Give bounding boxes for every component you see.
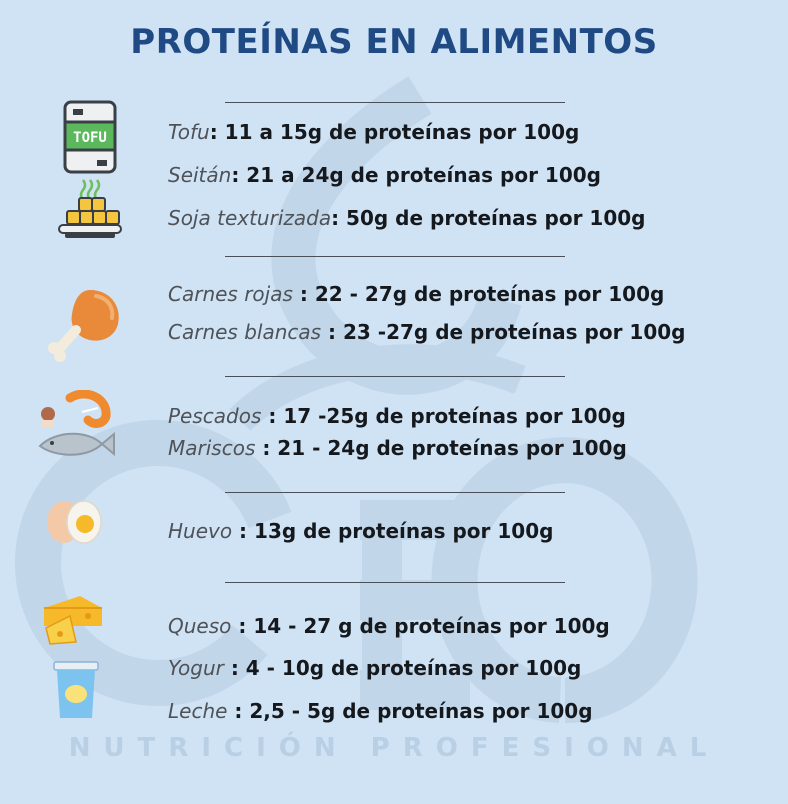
seafood-fish-icon xyxy=(36,389,116,470)
protein-row-soja-texturizada: Soja texturizada: 50g de proteínas por 1… xyxy=(168,206,646,230)
food-name: Seitán xyxy=(168,163,232,187)
protein-value: 2,5 - 5g de proteínas por 100g xyxy=(242,699,593,723)
protein-row-carnes-blancas: Carnes blancas : 23 -27g de proteínas po… xyxy=(168,320,686,344)
protein-row-mariscos: Mariscos : 21 - 24g de proteínas por 100… xyxy=(168,436,627,460)
protein-row-pescados: Pescados : 17 -25g de proteínas por 100g xyxy=(168,404,626,428)
food-name: Tofu xyxy=(168,120,210,144)
protein-value: 14 - 27 g de proteínas por 100g xyxy=(246,614,610,638)
food-name: Carnes rojas xyxy=(168,282,293,306)
protein-value: 4 - 10g de proteínas por 100g xyxy=(238,656,582,680)
seitan-tray-icon xyxy=(57,178,123,248)
food-name: Pescados xyxy=(168,404,262,428)
protein-row-huevo: Huevo : 13g de proteínas por 100g xyxy=(168,519,554,543)
protein-value: 13g de proteínas por 100g xyxy=(247,519,554,543)
protein-row-queso: Queso : 14 - 27 g de proteínas por 100g xyxy=(168,614,610,638)
food-name: Huevo xyxy=(168,519,233,543)
cheese-icon xyxy=(40,594,106,650)
food-name: Yogur xyxy=(168,656,224,680)
watermark-subtitle: NUTRICIÓN PROFESIONAL xyxy=(68,733,720,763)
protein-value: 21 - 24g de proteínas por 100g xyxy=(270,436,627,460)
protein-value: 50g de proteínas por 100g xyxy=(339,206,646,230)
protein-row-yogur: Yogur : 4 - 10g de proteínas por 100g xyxy=(168,656,582,680)
divider xyxy=(225,102,565,103)
egg-icon xyxy=(44,496,104,550)
divider xyxy=(225,376,565,377)
protein-value: 21 a 24g de proteínas por 100g xyxy=(239,163,601,187)
tofu-package-label: TOFU xyxy=(73,130,107,146)
food-name: Queso xyxy=(168,614,232,638)
food-name: Soja texturizada xyxy=(168,206,332,230)
divider xyxy=(225,256,565,257)
food-name: Carnes blancas xyxy=(168,320,322,344)
protein-row-tofu: Tofu: 11 a 15g de proteínas por 100g xyxy=(168,120,580,144)
food-name: Mariscos xyxy=(168,436,256,460)
protein-value: 22 - 27g de proteínas por 100g xyxy=(307,282,665,306)
protein-value: 23 -27g de proteínas por 100g xyxy=(336,320,686,344)
divider xyxy=(225,492,565,493)
tofu-package-icon: TOFU xyxy=(63,100,117,178)
chicken-drumstick-icon xyxy=(44,286,124,368)
food-name: Leche xyxy=(168,699,228,723)
yogurt-cup-icon xyxy=(52,658,100,726)
protein-value: 17 -25g de proteínas por 100g xyxy=(276,404,626,428)
protein-row-carnes-rojas: Carnes rojas : 22 - 27g de proteínas por… xyxy=(168,282,665,306)
protein-row-leche: Leche : 2,5 - 5g de proteínas por 100g xyxy=(168,699,593,723)
divider xyxy=(225,582,565,583)
page-title: PROTEÍNAS EN ALIMENTOS xyxy=(130,22,658,62)
protein-value: 11 a 15g de proteínas por 100g xyxy=(217,120,580,144)
protein-row-seitan: Seitán: 21 a 24g de proteínas por 100g xyxy=(168,163,601,187)
